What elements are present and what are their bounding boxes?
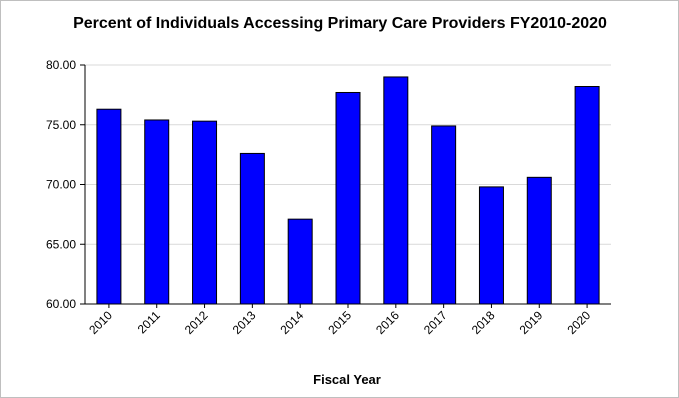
bars <box>96 76 600 305</box>
x-tick-label-2015: 2015 <box>325 308 354 337</box>
bar-2020 <box>574 86 600 305</box>
bar-2012 <box>192 120 218 305</box>
x-tick-label-2013: 2013 <box>230 308 259 337</box>
x-tick-label-2014: 2014 <box>278 308 307 337</box>
y-tick-labels: 60.00 65.00 70.00 75.00 80.00 <box>46 58 76 311</box>
x-tick-label-2018: 2018 <box>469 308 498 337</box>
bar-2015 <box>335 91 361 305</box>
x-tick-labels: 2010 2011 2012 2013 2014 2015 2016 2017 2018 2019… <box>86 308 593 337</box>
x-tick-label-2017: 2017 <box>421 308 450 337</box>
x-tick-label-2019: 2019 <box>517 308 546 337</box>
x-tick-label-2016: 2016 <box>373 308 402 337</box>
y-tick-label: 60.00 <box>46 297 76 311</box>
y-tick-label: 75.00 <box>46 118 76 132</box>
y-tick-label: 70.00 <box>46 178 76 192</box>
bar-2018 <box>478 186 504 305</box>
bar-2011 <box>144 119 170 305</box>
x-tick-label-2011: 2011 <box>135 308 163 336</box>
y-tick-label: 65.00 <box>46 237 76 251</box>
bar-2013 <box>239 152 265 305</box>
chart-title: Percent of Individuals Accessing Primary… <box>73 15 607 32</box>
x-tick-label-2012: 2012 <box>182 308 211 337</box>
bar-2016 <box>383 76 409 305</box>
bar-2019 <box>526 176 552 305</box>
axes <box>80 64 611 308</box>
bar-2010 <box>96 108 122 305</box>
bar-2017 <box>431 125 457 305</box>
x-tick-label-2020: 2020 <box>564 308 593 337</box>
y-tick-label: 80.00 <box>46 58 76 72</box>
x-tick-label-2010: 2010 <box>86 308 115 337</box>
bar-2014 <box>287 218 313 305</box>
x-axis-title: Fiscal Year <box>313 372 381 387</box>
